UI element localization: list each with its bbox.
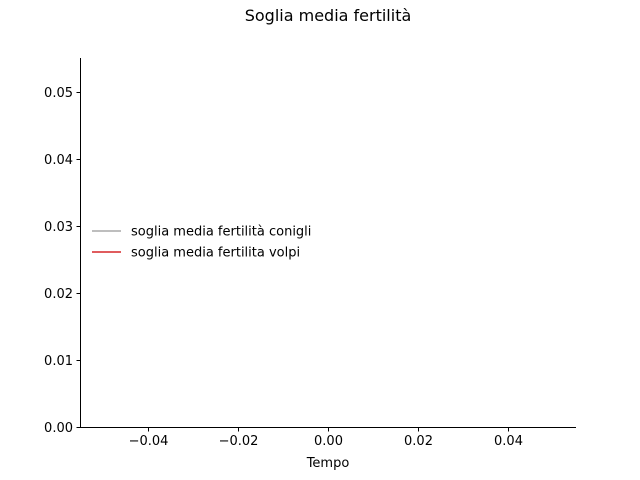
- x-tick-label: −0.02: [219, 434, 259, 449]
- x-tick-label: 0.00: [314, 434, 343, 449]
- y-tick-label: 0.01: [44, 354, 73, 369]
- y-tick-label: 0.03: [44, 220, 73, 235]
- y-ticks: 0.00 0.01 0.02 0.03 0.04 0.05: [44, 86, 81, 436]
- chart-title: Soglia media fertilità: [245, 6, 412, 25]
- x-ticks: −0.04 −0.02 0.00 0.02 0.04: [129, 427, 523, 449]
- y-tick-label: 0.04: [44, 153, 73, 168]
- y-tick-label: 0.02: [44, 287, 73, 302]
- legend: soglia media fertilità conigli soglia med…: [92, 225, 311, 261]
- x-tick-label: 0.02: [404, 434, 433, 449]
- x-tick-label: −0.04: [129, 434, 169, 449]
- y-tick-label: 0.05: [44, 86, 73, 101]
- y-tick-label: 0.00: [44, 421, 73, 436]
- legend-label: soglia media fertilita volpi: [131, 246, 300, 261]
- x-tick-label: 0.04: [494, 434, 523, 449]
- legend-label: soglia media fertilità conigli: [131, 225, 311, 240]
- x-axis-label: Tempo: [306, 456, 350, 471]
- plot-area: [80, 58, 576, 428]
